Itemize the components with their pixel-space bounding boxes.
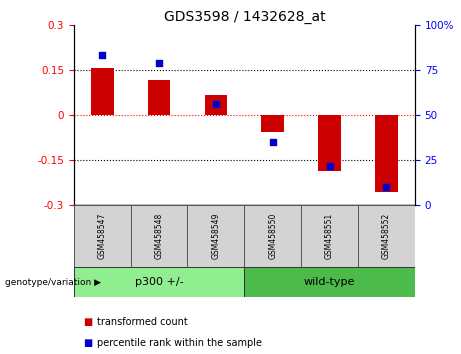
Point: [269, 139, 277, 145]
Bar: [148, 80, 171, 115]
Text: percentile rank within the sample: percentile rank within the sample: [97, 338, 262, 348]
Bar: [375, 115, 398, 192]
Bar: [74, 267, 244, 297]
Text: ■: ■: [83, 338, 92, 348]
Text: genotype/variation ▶: genotype/variation ▶: [5, 278, 100, 287]
Point: [155, 60, 163, 65]
Bar: [244, 205, 301, 267]
Bar: [318, 115, 341, 171]
Text: GSM458550: GSM458550: [268, 213, 277, 259]
Bar: [244, 267, 415, 297]
Title: GDS3598 / 1432628_at: GDS3598 / 1432628_at: [164, 10, 325, 24]
Point: [212, 101, 219, 107]
Point: [99, 53, 106, 58]
Text: GSM458551: GSM458551: [325, 213, 334, 259]
Text: transformed count: transformed count: [97, 317, 188, 327]
Bar: [205, 96, 227, 115]
Bar: [358, 205, 415, 267]
Text: GSM458547: GSM458547: [98, 213, 106, 259]
Text: GSM458552: GSM458552: [382, 213, 391, 259]
Text: GSM458548: GSM458548: [154, 213, 164, 259]
Text: wild-type: wild-type: [304, 277, 355, 287]
Bar: [91, 68, 113, 115]
Point: [326, 163, 333, 169]
Bar: [74, 205, 130, 267]
Text: ■: ■: [83, 317, 92, 327]
Bar: [301, 205, 358, 267]
Text: p300 +/-: p300 +/-: [135, 277, 183, 287]
Bar: [188, 205, 244, 267]
Bar: [261, 115, 284, 132]
Point: [383, 184, 390, 190]
Bar: [130, 205, 188, 267]
Text: GSM458549: GSM458549: [212, 213, 220, 259]
